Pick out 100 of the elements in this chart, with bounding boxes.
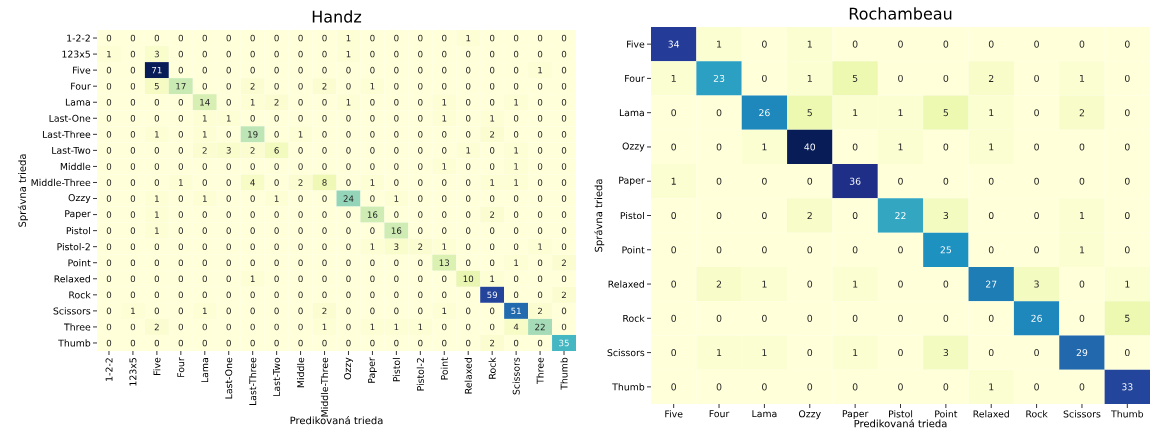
data-label: 0 xyxy=(418,147,423,154)
data-label: 0 xyxy=(466,307,471,315)
data-label: 0 xyxy=(346,131,351,138)
data-label: 0 xyxy=(561,163,567,170)
data-label: 1 xyxy=(514,147,519,154)
data-label: 0 xyxy=(394,50,399,58)
data-label: 0 xyxy=(202,50,207,58)
data-label: 0 xyxy=(537,195,543,202)
data-label: 1 xyxy=(394,323,399,331)
data-label: 0 xyxy=(274,227,279,234)
data-label: 4 xyxy=(250,179,255,186)
data-label: 0 xyxy=(394,275,399,283)
data-label: 2 xyxy=(561,291,566,299)
data-label: 5 xyxy=(807,109,812,117)
data-label: 0 xyxy=(1124,177,1130,185)
data-label: 1 xyxy=(298,131,303,138)
data-label: 1 xyxy=(394,195,399,202)
data-label: 0 xyxy=(226,195,231,202)
data-label: 0 xyxy=(274,275,279,283)
data-label: 0 xyxy=(322,211,327,218)
data-label: 0 xyxy=(274,131,279,138)
data-label: 0 xyxy=(418,211,423,218)
data-label: 3 xyxy=(154,50,159,58)
data-label: 0 xyxy=(561,115,567,122)
data-label: 0 xyxy=(370,259,375,267)
y-tick-label: Ozzy xyxy=(622,142,645,152)
data-label: 0 xyxy=(466,195,471,202)
data-label: 0 xyxy=(1124,211,1130,220)
y-tick-label: Pistol xyxy=(66,227,90,235)
data-label: 0 xyxy=(394,66,399,74)
y-tick-label: Last-Three xyxy=(42,130,91,138)
data-label: 0 xyxy=(274,291,279,299)
x-tick-label: Last-Three xyxy=(249,357,257,406)
data-label: 0 xyxy=(943,177,949,185)
data-label: 0 xyxy=(274,323,279,331)
data-label: 0 xyxy=(394,98,399,106)
data-label: 0 xyxy=(537,227,543,234)
x-axis-title: Predikovaná trieda xyxy=(290,416,383,425)
data-label: 22 xyxy=(895,212,906,219)
data-label: 0 xyxy=(898,74,903,82)
data-label: 2 xyxy=(298,179,303,186)
data-label: 1 xyxy=(179,179,183,186)
x-tick-label: Scissors xyxy=(512,357,520,395)
data-label: 0 xyxy=(202,211,207,218)
data-label: 1 xyxy=(370,179,375,186)
data-label: 0 xyxy=(898,177,903,185)
x-axis-title: Predikovaná trieda xyxy=(854,419,947,428)
data-label: 0 xyxy=(561,98,567,106)
data-label: 0 xyxy=(226,307,231,315)
data-label: 0 xyxy=(370,115,375,122)
data-label: 0 xyxy=(106,195,112,202)
data-label: 1 xyxy=(717,40,722,48)
data-label: 0 xyxy=(489,66,495,74)
data-label: 0 xyxy=(807,314,813,322)
data-label: 0 xyxy=(513,50,519,58)
y-tick-label: Last-One xyxy=(49,114,91,122)
data-label: 0 xyxy=(154,115,160,122)
data-label: 0 xyxy=(489,227,495,234)
data-label: 0 xyxy=(106,227,112,234)
y-tick-label: Lama xyxy=(619,109,644,117)
data-label: 2 xyxy=(490,131,495,138)
data-label: 0 xyxy=(466,50,471,58)
data-label: 0 xyxy=(226,323,231,331)
data-label: 0 xyxy=(762,383,767,391)
data-label: 0 xyxy=(988,211,994,220)
x-tick-label: Relaxed xyxy=(973,410,1009,418)
data-label: 2 xyxy=(250,82,255,90)
data-label: 0 xyxy=(852,314,858,322)
data-label: 3 xyxy=(1034,280,1039,288)
data-label: 0 xyxy=(513,243,519,250)
data-label: 0 xyxy=(561,323,567,331)
data-label: 1 xyxy=(989,383,994,391)
data-label: 3 xyxy=(394,243,399,250)
data-label: 26 xyxy=(1031,314,1042,322)
data-label: 2 xyxy=(561,259,566,266)
data-label: 0 xyxy=(561,34,567,42)
data-label: 1 xyxy=(250,275,255,282)
data-label: 0 xyxy=(442,291,447,299)
data-label: 0 xyxy=(370,227,375,234)
x-tick-label: Thumb xyxy=(560,357,568,390)
data-label: 0 xyxy=(898,246,903,254)
data-label: 0 xyxy=(489,163,495,170)
data-label: 2 xyxy=(537,307,542,315)
data-label: 0 xyxy=(852,383,858,391)
data-label: 0 xyxy=(418,115,423,122)
data-label: 1 xyxy=(898,109,903,117)
data-label: 0 xyxy=(370,291,375,299)
data-label: 0 xyxy=(561,179,567,186)
data-label: 1 xyxy=(989,109,994,117)
data-label: 0 xyxy=(370,195,375,202)
data-label: 0 xyxy=(298,227,303,234)
data-label: 0 xyxy=(513,195,519,202)
data-label: 0 xyxy=(274,259,279,267)
data-label: 0 xyxy=(130,50,136,58)
data-label: 0 xyxy=(513,34,519,42)
data-label: 16 xyxy=(367,211,378,218)
data-label: 1 xyxy=(853,109,858,117)
data-label: 0 xyxy=(322,131,327,138)
data-label: 23 xyxy=(713,74,725,82)
data-label: 0 xyxy=(716,177,722,185)
